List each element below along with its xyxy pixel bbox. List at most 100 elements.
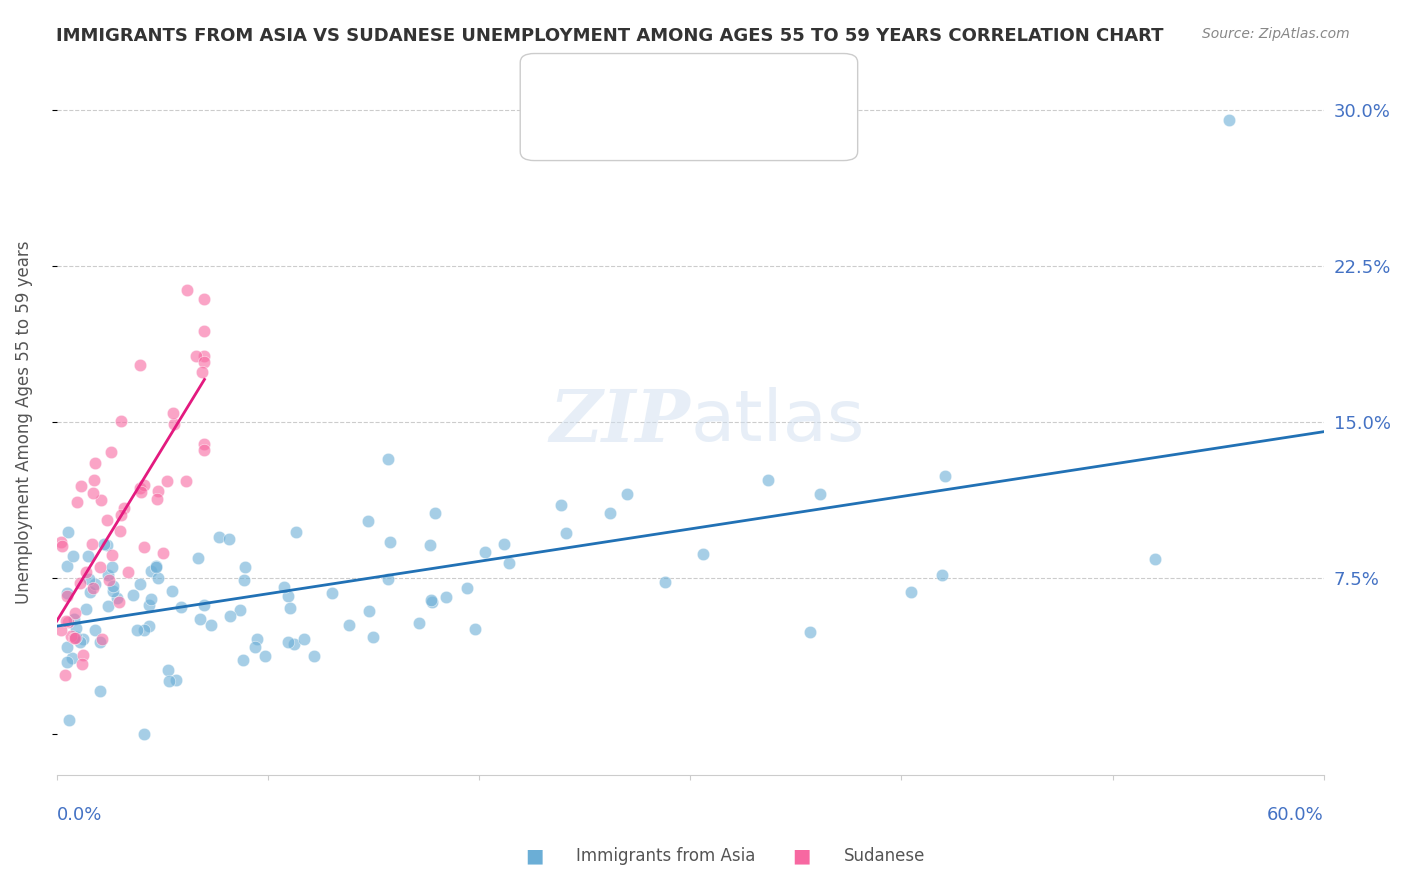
Text: atlas: atlas <box>690 387 865 457</box>
Point <box>89 683 111 698</box>
Point <box>56 640 79 655</box>
Point <box>138 599 160 613</box>
Point <box>193 293 215 307</box>
Point <box>555 526 578 541</box>
Point <box>105 591 128 605</box>
Point <box>84 577 107 591</box>
Point <box>152 546 174 560</box>
Point <box>134 540 156 554</box>
Point <box>187 551 209 566</box>
Point <box>139 591 162 606</box>
Point <box>550 499 572 513</box>
Point <box>243 640 266 654</box>
Point <box>193 354 215 368</box>
Point <box>82 485 104 500</box>
Point <box>55 614 77 628</box>
Point <box>125 623 148 637</box>
Point <box>134 478 156 492</box>
Point <box>200 617 222 632</box>
Point <box>184 349 207 363</box>
Point <box>58 714 80 728</box>
Point <box>53 668 76 682</box>
Point <box>193 349 215 363</box>
Point <box>145 560 167 574</box>
Point <box>117 565 139 579</box>
Point <box>498 556 520 570</box>
Point <box>83 624 105 638</box>
Text: ■: ■ <box>551 115 569 135</box>
Point <box>165 673 187 687</box>
Point <box>419 593 441 607</box>
Point <box>129 577 152 591</box>
Point <box>72 657 94 672</box>
Point <box>232 652 254 666</box>
Point <box>69 635 91 649</box>
Point <box>599 507 621 521</box>
Point <box>170 599 193 614</box>
Point <box>96 538 118 552</box>
Point <box>321 586 343 600</box>
Point <box>84 456 107 470</box>
Point <box>63 606 86 620</box>
Point <box>934 469 956 483</box>
Text: ■: ■ <box>792 847 811 866</box>
Point <box>98 573 121 587</box>
Point <box>58 524 80 539</box>
Text: ■: ■ <box>524 847 544 866</box>
Point <box>79 585 101 599</box>
Point <box>90 492 112 507</box>
Point <box>112 500 135 515</box>
Point <box>380 534 402 549</box>
Point <box>49 535 72 549</box>
Point <box>97 568 120 582</box>
Point <box>233 560 256 574</box>
Point <box>97 599 120 613</box>
Point <box>146 492 169 507</box>
Point <box>692 547 714 561</box>
Point <box>56 558 79 573</box>
Point <box>436 590 458 604</box>
Point <box>56 586 79 600</box>
Point <box>900 585 922 599</box>
Y-axis label: Unemployment Among Ages 55 to 59 years: Unemployment Among Ages 55 to 59 years <box>15 240 32 604</box>
Point <box>464 623 486 637</box>
Text: N =: N = <box>661 118 695 132</box>
Point <box>49 623 72 637</box>
Point <box>60 628 83 642</box>
Point <box>1218 113 1240 128</box>
Point <box>129 484 152 499</box>
Point <box>62 549 84 564</box>
Text: 60.0%: 60.0% <box>1267 806 1324 824</box>
Point <box>63 631 86 645</box>
Point <box>108 524 131 539</box>
Point <box>93 537 115 551</box>
Point <box>132 623 155 637</box>
Point <box>163 417 186 431</box>
Point <box>89 635 111 649</box>
Text: R =: R = <box>574 118 607 132</box>
Point <box>292 632 315 647</box>
Point <box>273 580 295 594</box>
Point <box>277 589 299 603</box>
Point <box>188 611 211 625</box>
Point <box>129 482 152 496</box>
Point <box>193 436 215 450</box>
Point <box>65 621 87 635</box>
Point <box>456 581 478 595</box>
Point <box>302 649 325 664</box>
Point <box>408 615 430 630</box>
Point <box>121 588 143 602</box>
Text: Source: ZipAtlas.com: Source: ZipAtlas.com <box>1202 27 1350 41</box>
Point <box>129 358 152 372</box>
Point <box>82 537 104 551</box>
Point <box>357 604 380 618</box>
Text: Sudanese: Sudanese <box>844 847 925 865</box>
Point <box>63 631 86 645</box>
Point <box>145 558 167 573</box>
Point <box>66 495 89 509</box>
Point <box>193 598 215 612</box>
Point <box>616 487 638 501</box>
Point <box>75 565 97 579</box>
Point <box>246 632 269 647</box>
Point <box>108 595 131 609</box>
